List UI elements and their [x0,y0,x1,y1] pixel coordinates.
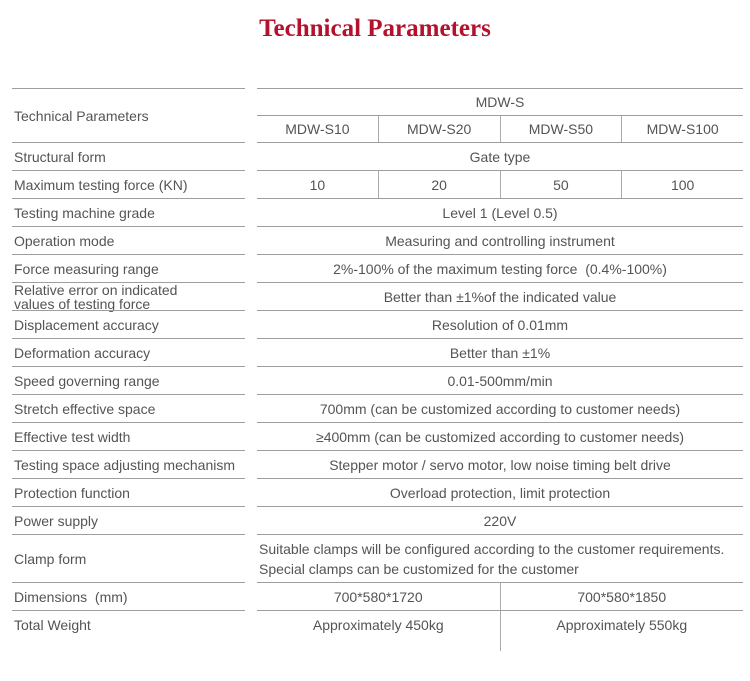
row-value: Overload protection, limit protection [257,478,743,506]
column-gap [245,226,257,254]
row-structural-form: Structural form Gate type [12,142,743,170]
row-value: 0.01-500mm/min [257,366,743,394]
row-label: Clamp form [12,534,245,582]
row-testing-machine-grade: Testing machine grade Level 1 (Level 0.5… [12,198,743,226]
row-value: Resolution of 0.01mm [257,310,743,338]
row-stretch-effective-space: Stretch effective space 700mm (can be cu… [12,394,743,422]
row-value-cell: Approximately 550kg [499,611,744,638]
column-gap [245,310,257,338]
row-value-cell: 100 [621,171,743,198]
row-label: Dimensions (mm) [12,582,245,610]
page-title: Technical Parameters [259,15,491,42]
row-label: Testing machine grade [12,198,245,226]
row-label: Speed governing range [12,366,245,394]
stub-cell [257,638,500,651]
header-model-cell: MDW-S100 [621,116,743,142]
row-value-cell: 20 [377,171,500,198]
row-values: 10 20 50 100 [257,170,743,198]
row-label: Displacement accuracy [12,310,245,338]
row-value-cell: 50 [499,171,622,198]
row-displacement-accuracy: Displacement accuracy Resolution of 0.01… [12,310,743,338]
row-label: Power supply [12,506,245,534]
row-label: Deformation accuracy [12,338,245,366]
row-effective-test-width: Effective test width ≥400mm (can be cust… [12,422,743,450]
header-model-group: MDW-S MDW-S10 MDW-S20 MDW-S50 MDW-S100 [257,88,743,142]
column-gap [245,422,257,450]
column-gap [245,366,257,394]
row-values: Approximately 450kg Approximately 550kg [257,610,743,638]
row-label: Stretch effective space [12,394,245,422]
column-gap [245,198,257,226]
stub-spacer [12,638,245,651]
column-gap [245,142,257,170]
column-gap [245,478,257,506]
column-gap [245,254,257,282]
header-model-cell: MDW-S20 [377,116,500,142]
row-value: Better than ±1% [257,338,743,366]
row-values: 700*580*1720 700*580*1850 [257,582,743,610]
row-force-measuring-range: Force measuring range 2%-100% of the max… [12,254,743,282]
row-value: Measuring and controlling instrument [257,226,743,254]
row-value-cell: Approximately 450kg [312,616,444,633]
row-speed-governing-range: Speed governing range 0.01-500mm/min [12,366,743,394]
row-relative-error: Relative error on indicated values of te… [12,282,743,311]
row-value: Level 1 (Level 0.5) [257,198,743,226]
row-value-cell: 700*580*1850 [499,583,744,610]
table-bottom-stub [12,638,743,651]
row-label: Total Weight [12,610,245,638]
column-gap [245,506,257,534]
column-gap [245,534,257,582]
row-total-weight: Total Weight Approximately 450kg Approxi… [12,610,743,638]
row-label: Protection function [12,478,245,506]
row-label: Effective test width [12,422,245,450]
row-label: Operation mode [12,226,245,254]
column-gap [245,582,257,610]
table-header-row: Technical Parameters MDW-S MDW-S10 MDW-S… [12,88,743,142]
row-maximum-testing-force: Maximum testing force (KN) 10 20 50 100 [12,170,743,198]
row-label: Force measuring range [12,254,245,282]
column-gap [245,610,257,638]
header-model-cell: MDW-S50 [499,116,622,142]
row-label: Relative error on indicated values of te… [12,282,245,311]
row-testing-space-adjusting-mechanism: Testing space adjusting mechanism Steppe… [12,450,743,478]
row-deformation-accuracy: Deformation accuracy Better than ±1% [12,338,743,366]
row-value: 220V [257,506,743,534]
column-gap [245,170,257,198]
header-series-name: MDW-S [257,89,743,116]
row-value: Better than ±1%of the indicated value [257,282,743,310]
header-model-cell: MDW-S10 [285,121,350,137]
row-value: 2%-100% of the maximum testing force (0.… [257,254,743,282]
column-gap [245,338,257,366]
row-protection-function: Protection function Overload protection,… [12,478,743,506]
stub-divider [257,638,743,651]
header-left-label: Technical Parameters [12,88,245,142]
row-clamp-form: Clamp form Suitable clamps will be confi… [12,534,743,582]
header-model-row: MDW-S10 MDW-S20 MDW-S50 MDW-S100 [257,116,743,142]
column-gap [245,282,257,310]
column-gap [245,638,257,651]
column-gap [245,394,257,422]
row-value: Stepper motor / servo motor, low noise t… [257,450,743,478]
row-operation-mode: Operation mode Measuring and controlling… [12,226,743,254]
spec-table: Technical Parameters MDW-S MDW-S10 MDW-S… [12,88,743,651]
row-label: Structural form [12,142,245,170]
row-value: Gate type [257,142,743,170]
row-label: Maximum testing force (KN) [12,170,245,198]
row-value-cell: 700*580*1720 [333,588,423,605]
row-value: Suitable clamps will be configured accor… [257,534,743,582]
row-value: ≥400mm (can be customized according to c… [257,422,743,450]
row-value: 700mm (can be customized according to cu… [257,394,743,422]
stub-cell [499,638,744,651]
row-dimensions: Dimensions (mm) 700*580*1720 700*580*185… [12,582,743,610]
row-value-cell: 10 [309,176,326,193]
column-gap [245,450,257,478]
column-gap [245,88,257,142]
row-label: Testing space adjusting mechanism [12,450,245,478]
row-power-supply: Power supply 220V [12,506,743,534]
